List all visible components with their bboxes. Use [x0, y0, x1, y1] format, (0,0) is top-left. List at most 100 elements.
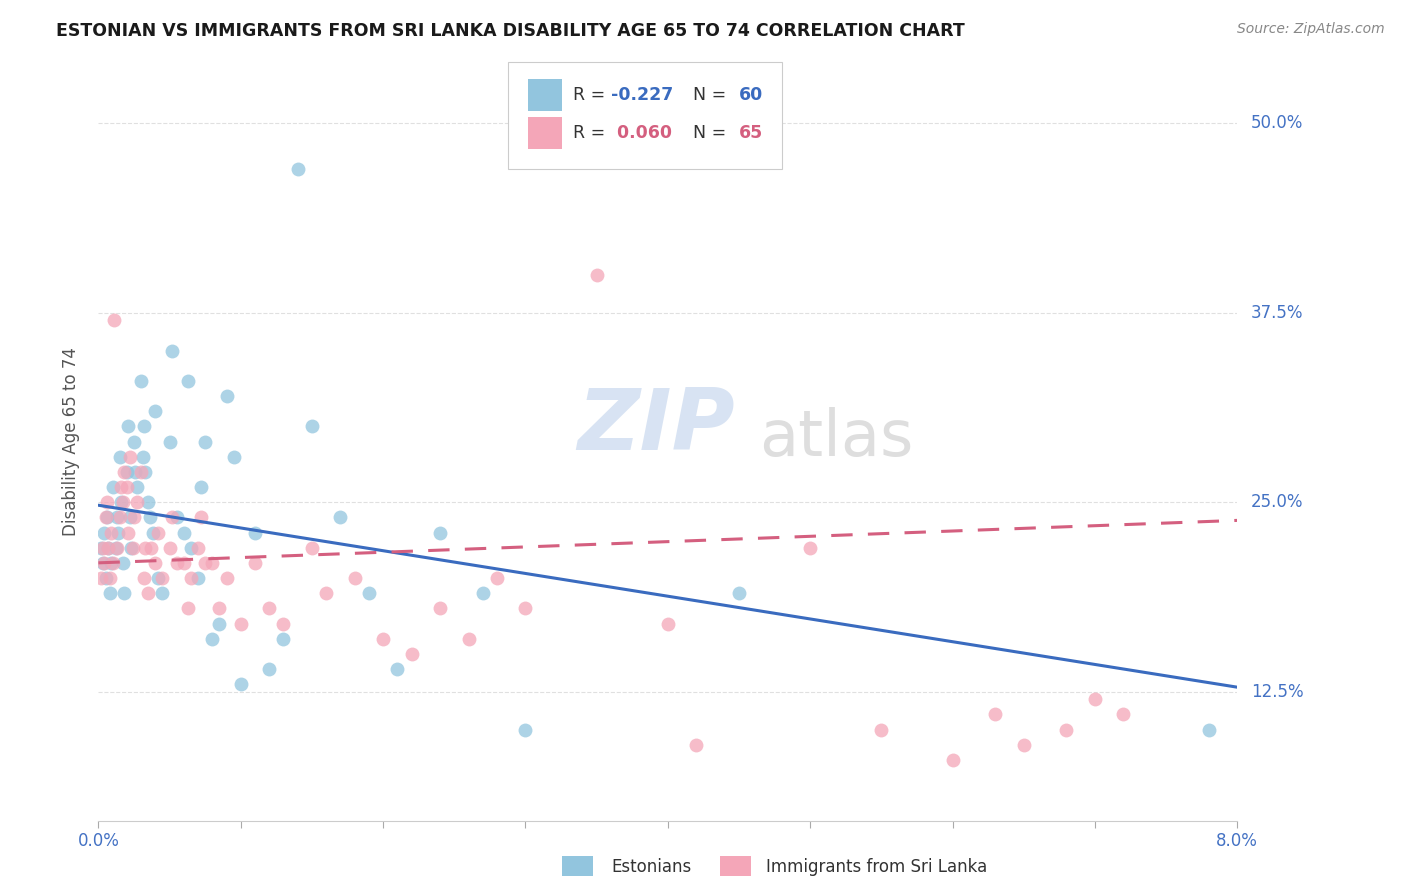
Point — [125, 495, 148, 509]
Point — [94, 571, 117, 585]
Point — [115, 480, 138, 494]
Point — [145, 404, 167, 418]
Point — [121, 541, 143, 555]
Text: -0.227: -0.227 — [612, 86, 673, 104]
Point — [486, 571, 509, 585]
Point — [159, 434, 181, 449]
Point — [301, 541, 323, 555]
Text: R =: R = — [574, 124, 612, 142]
Text: 25.0%: 25.0% — [1251, 493, 1303, 511]
Text: 65: 65 — [738, 124, 762, 142]
Point — [108, 450, 131, 464]
Point — [105, 541, 128, 555]
Point — [173, 525, 195, 540]
Point — [273, 632, 295, 646]
FancyBboxPatch shape — [509, 62, 782, 169]
Point — [799, 541, 821, 555]
Point — [152, 586, 174, 600]
Point — [457, 632, 479, 646]
Bar — [527, 79, 562, 111]
Point — [1112, 707, 1135, 722]
Point — [329, 510, 352, 524]
Point — [190, 510, 212, 524]
Point — [132, 419, 155, 434]
Point — [112, 465, 135, 479]
Point — [162, 343, 184, 358]
Point — [96, 495, 118, 509]
Point — [117, 419, 139, 434]
Point — [162, 510, 184, 524]
Point — [101, 556, 124, 570]
Y-axis label: Disability Age 65 to 74: Disability Age 65 to 74 — [62, 347, 80, 536]
Bar — [527, 117, 562, 149]
Point — [93, 525, 115, 540]
Point — [139, 541, 162, 555]
Point — [401, 647, 423, 661]
Point — [134, 465, 156, 479]
Point — [243, 525, 266, 540]
Point — [122, 434, 145, 449]
Point — [1198, 723, 1220, 737]
Point — [259, 662, 281, 676]
Point — [107, 525, 129, 540]
Point — [870, 723, 893, 737]
Point — [229, 616, 252, 631]
Point — [93, 556, 115, 570]
Point — [315, 586, 337, 600]
Point — [429, 601, 451, 615]
Point — [208, 601, 231, 615]
Text: ZIP: ZIP — [576, 384, 734, 468]
Point — [152, 571, 174, 585]
Point — [97, 541, 120, 555]
Point — [585, 268, 607, 282]
Point — [125, 480, 148, 494]
Point — [145, 556, 167, 570]
Point — [429, 525, 451, 540]
Text: N =: N = — [682, 124, 731, 142]
Point — [180, 541, 202, 555]
Point — [208, 616, 231, 631]
Point — [141, 525, 163, 540]
Point — [148, 571, 170, 585]
Point — [90, 541, 112, 555]
Point — [259, 601, 281, 615]
Point — [657, 616, 679, 631]
Point — [1056, 723, 1078, 737]
Point — [343, 571, 366, 585]
Point — [129, 374, 152, 388]
Text: R =: R = — [574, 86, 612, 104]
Point — [112, 586, 135, 600]
Point — [132, 571, 155, 585]
Point — [97, 541, 120, 555]
Point — [91, 541, 114, 555]
Point — [515, 601, 537, 615]
Point — [110, 495, 132, 509]
Point — [222, 450, 245, 464]
Point — [96, 510, 118, 524]
Point — [138, 510, 160, 524]
Point — [118, 510, 141, 524]
Point — [124, 465, 146, 479]
Point — [190, 480, 212, 494]
Point — [98, 586, 121, 600]
Point — [159, 541, 181, 555]
Point — [471, 586, 494, 600]
Text: 37.5%: 37.5% — [1251, 303, 1303, 322]
Point — [357, 586, 380, 600]
Point — [173, 556, 195, 570]
Point — [685, 738, 707, 752]
Point — [129, 465, 152, 479]
Point — [131, 450, 153, 464]
Text: 50.0%: 50.0% — [1251, 114, 1303, 132]
Point — [301, 419, 323, 434]
Text: 60: 60 — [738, 86, 762, 104]
Point — [187, 571, 209, 585]
Point — [166, 510, 188, 524]
Point — [371, 632, 394, 646]
Text: Estonians: Estonians — [612, 858, 692, 876]
Point — [287, 161, 309, 176]
Point — [91, 556, 114, 570]
Point — [515, 723, 537, 737]
Point — [177, 374, 200, 388]
Point — [201, 632, 224, 646]
